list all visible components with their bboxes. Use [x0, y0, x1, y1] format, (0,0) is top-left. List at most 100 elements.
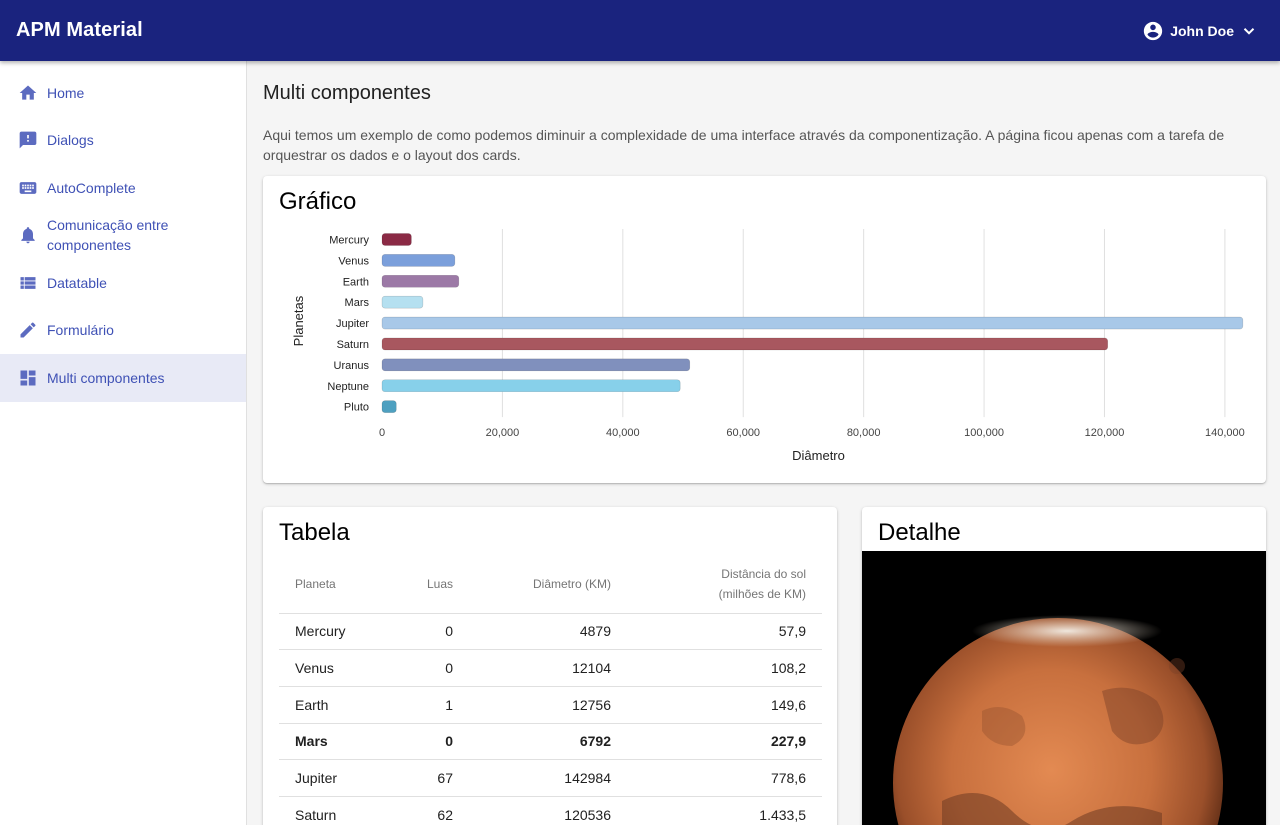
- x-tick-label: 100,000: [964, 427, 1004, 439]
- y-category-label: Saturn: [337, 339, 369, 351]
- y-category-label: Earth: [343, 276, 369, 288]
- planet-image: [862, 551, 1266, 825]
- x-tick-label: 20,000: [486, 427, 520, 439]
- user-menu-button[interactable]: John Doe: [1142, 20, 1258, 42]
- cell-distancia: 1.433,5: [627, 796, 822, 825]
- y-category-label: Uranus: [334, 360, 370, 372]
- detail-card-title: Detalhe: [878, 519, 961, 546]
- table-header-row: Planeta Luas Diâmetro (KM) Distância do …: [279, 555, 822, 614]
- cell-diametro: 6792: [469, 723, 627, 761]
- column-header-diametro[interactable]: Diâmetro (KM): [469, 555, 627, 614]
- table-card: Tabela Planeta Luas Diâmetro (KM) Distân…: [263, 507, 837, 825]
- sidebar-item-label: Home: [47, 84, 85, 101]
- chart-card-title: Gráfico: [279, 188, 357, 215]
- column-header-planeta[interactable]: Planeta: [279, 555, 399, 614]
- table-row[interactable]: Venus 0 12104 108,2: [279, 649, 822, 687]
- page-description: Aqui temos um exemplo de como podemos di…: [263, 127, 1225, 163]
- y-category-label: Neptune: [327, 381, 369, 393]
- x-axis-title: Diâmetro: [792, 448, 845, 463]
- bar-neptune: [381, 379, 681, 393]
- cell-diametro: 142984: [469, 759, 627, 797]
- column-header-luas[interactable]: Luas: [399, 555, 469, 614]
- cell-diametro: 12104: [469, 649, 627, 687]
- cell-diametro: 12756: [469, 686, 627, 724]
- x-tick-label: 40,000: [606, 427, 640, 439]
- page-title: Multi componentes: [263, 82, 431, 104]
- bar-pluto: [381, 400, 397, 413]
- cell-distancia: 778,6: [627, 759, 822, 797]
- cell-planeta: Venus: [279, 649, 399, 687]
- cell-luas: 0: [399, 613, 469, 651]
- sidebar-item-formulario[interactable]: Formulário: [0, 307, 246, 355]
- cell-planeta: Saturn: [279, 796, 399, 825]
- bar-saturn: [381, 337, 1109, 351]
- table-row[interactable]: Earth 1 12756 149,6: [279, 686, 822, 724]
- table-row[interactable]: Saturn 62 120536 1.433,5: [279, 796, 822, 825]
- x-tick-label: 120,000: [1085, 427, 1125, 439]
- cell-diametro: 120536: [469, 796, 627, 825]
- bar-chart: 0 20,000 40,000 60,000 80,000 100,000 120,000 1…: [291, 229, 1245, 463]
- table-row[interactable]: Jupiter 67 142984 778,6: [279, 759, 822, 797]
- cell-distancia: 57,9: [627, 613, 822, 651]
- home-icon: [18, 83, 38, 103]
- sidebar-item-home[interactable]: Home: [0, 69, 246, 117]
- cell-distancia: 108,2: [627, 649, 822, 687]
- bell-icon: [18, 225, 38, 245]
- y-category-label: Mercury: [329, 234, 369, 246]
- bar-venus: [381, 254, 456, 267]
- sidebar-item-multi-componentes[interactable]: Multi componentes: [0, 354, 246, 402]
- sidebar-item-label: Multi componentes: [47, 369, 165, 386]
- cell-planeta: Mars: [279, 723, 399, 761]
- bar-mars: [381, 295, 424, 309]
- y-category-label: Venus: [338, 255, 369, 267]
- feedback-icon: [18, 130, 38, 150]
- x-tick-label: 0: [379, 427, 385, 439]
- cell-planeta: Earth: [279, 686, 399, 724]
- cell-diametro: 4879: [469, 613, 627, 651]
- cell-planeta: Jupiter: [279, 759, 399, 797]
- main-content: Multi componentes Aqui temos um exemplo …: [247, 61, 1280, 825]
- sidebar-item-label: Formulário: [47, 322, 114, 339]
- cell-luas: 0: [399, 649, 469, 687]
- y-category-label: Pluto: [344, 402, 369, 414]
- chart-card: Gráfico 0 20,000 40,000 60,000 80,000 100,000…: [263, 176, 1266, 483]
- sidebar-item-autocomplete[interactable]: AutoComplete: [0, 164, 246, 212]
- cell-luas: 62: [399, 796, 469, 825]
- table-card-title: Tabela: [279, 519, 350, 546]
- planets-table: Planeta Luas Diâmetro (KM) Distância do …: [279, 555, 822, 825]
- cell-luas: 67: [399, 759, 469, 797]
- app-title[interactable]: APM Material: [16, 19, 143, 41]
- dashboard-icon: [18, 368, 38, 388]
- sidebar-item-label: Datatable: [47, 274, 107, 291]
- cell-luas: 0: [399, 723, 469, 761]
- table-row[interactable]: Mercury 0 4879 57,9: [279, 613, 822, 651]
- y-category-label: Mars: [345, 297, 370, 309]
- column-header-distancia[interactable]: Distância do sol (milhões de KM): [627, 555, 822, 614]
- sidebar-item-comunicacao[interactable]: Comunicação entre componentes: [0, 212, 246, 260]
- sidebar-item-label: Dialogs: [47, 132, 94, 149]
- x-tick-label: 140,000: [1205, 427, 1245, 439]
- account-circle-icon: [1142, 20, 1164, 42]
- table-row-selected[interactable]: Mars 0 6792 227,9: [279, 723, 822, 761]
- sidebar-item-datatable[interactable]: Datatable: [0, 259, 246, 307]
- bar-mercury: [381, 233, 412, 246]
- cell-distancia: 227,9: [627, 723, 822, 761]
- sidebar: Home Dialogs AutoComplete Comunicação en…: [0, 61, 247, 825]
- user-name: John Doe: [1170, 22, 1234, 39]
- sidebar-item-dialogs[interactable]: Dialogs: [0, 117, 246, 165]
- x-tick-label: 60,000: [726, 427, 760, 439]
- sidebar-item-label: AutoComplete: [47, 179, 136, 196]
- cell-distancia: 149,6: [627, 686, 822, 724]
- keyboard-icon: [18, 178, 38, 198]
- y-axis-title: Planetas: [291, 295, 306, 346]
- bar-jupiter: [381, 316, 1244, 330]
- x-tick-label: 80,000: [847, 427, 881, 439]
- bar-uranus: [381, 358, 691, 372]
- sidebar-item-label: Comunicação entre componentes: [47, 217, 169, 254]
- pencil-icon: [18, 320, 38, 340]
- app-toolbar: APM Material John Doe: [0, 0, 1280, 61]
- y-category-label: Jupiter: [336, 318, 369, 330]
- chevron-down-icon: [1240, 22, 1258, 40]
- detail-card: Detalhe: [862, 507, 1266, 825]
- cell-luas: 1: [399, 686, 469, 724]
